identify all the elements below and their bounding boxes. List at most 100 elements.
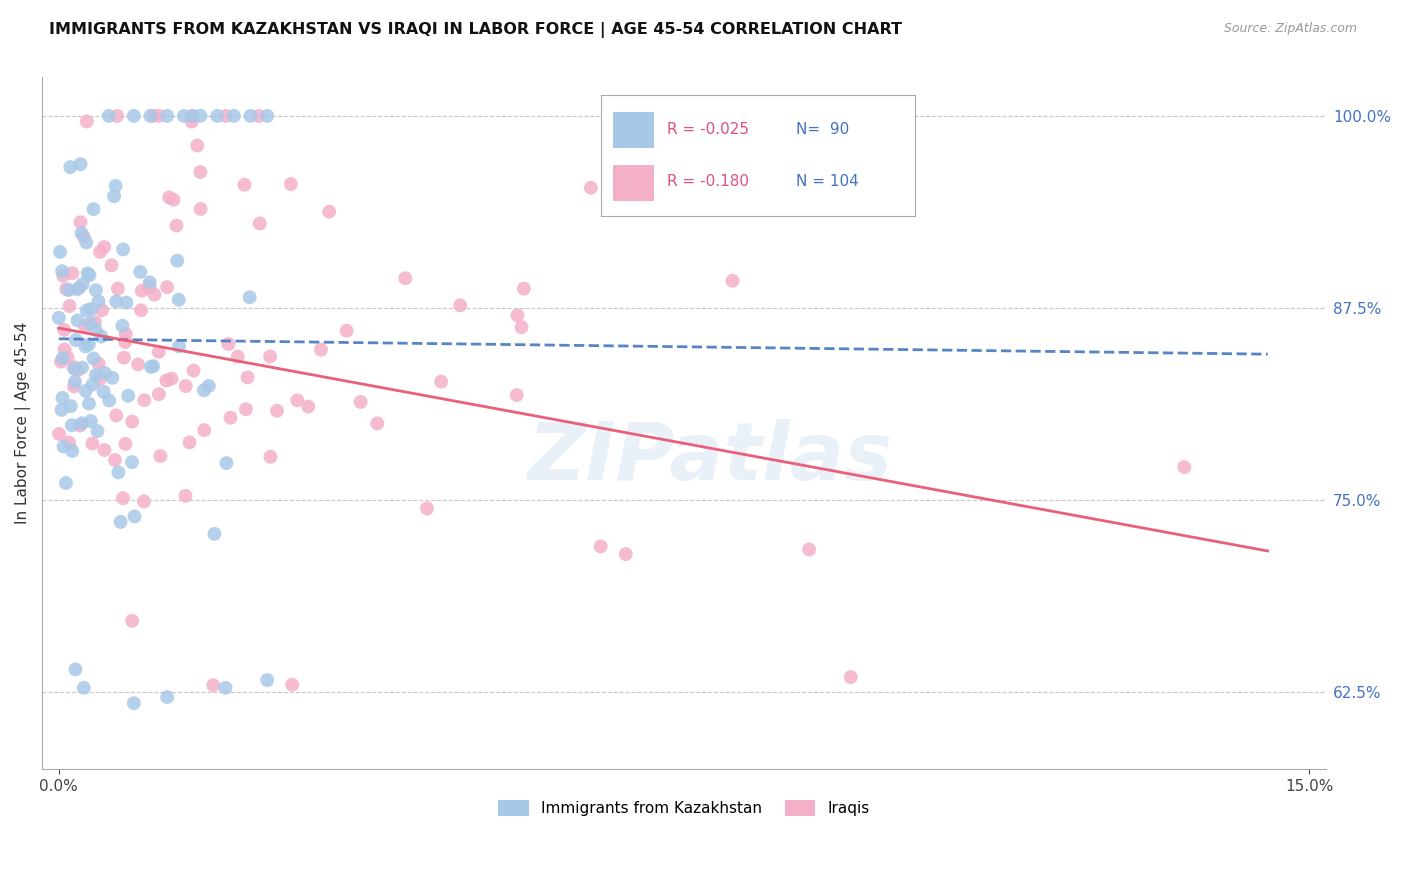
- Point: [93, 366, 115, 380]
- Point: [167, 339, 190, 353]
- Point: [114, 334, 136, 349]
- Point: [155, 374, 177, 388]
- Point: [156, 280, 179, 294]
- Point: [259, 450, 281, 464]
- Point: [193, 384, 215, 398]
- Point: [148, 344, 170, 359]
- Point: [505, 388, 527, 402]
- Point: [174, 379, 197, 393]
- Point: [222, 109, 245, 123]
- Point: [76, 114, 98, 128]
- Point: [59, 399, 82, 413]
- Point: [105, 109, 128, 123]
- Point: [75, 384, 97, 398]
- Point: [58, 299, 80, 313]
- Point: [173, 109, 195, 123]
- Point: [60, 444, 83, 458]
- Point: [98, 393, 121, 408]
- Point: [104, 453, 127, 467]
- Point: [89, 244, 111, 259]
- Point: [239, 109, 262, 123]
- Point: [82, 377, 104, 392]
- Point: [73, 229, 96, 244]
- Point: [63, 361, 86, 376]
- Point: [186, 138, 208, 153]
- Point: [52, 268, 75, 283]
- Point: [52, 351, 75, 365]
- Point: [48, 310, 70, 325]
- Point: [190, 109, 212, 123]
- Point: [76, 303, 98, 318]
- Point: [49, 354, 72, 368]
- Point: [148, 387, 170, 401]
- Point: [139, 359, 162, 374]
- Point: [55, 282, 77, 296]
- Point: [160, 372, 183, 386]
- Point: [121, 415, 143, 429]
- Point: [66, 363, 89, 377]
- Point: [142, 359, 165, 373]
- Point: [82, 436, 104, 450]
- Point: [134, 393, 156, 408]
- Point: [181, 109, 204, 123]
- Point: [127, 358, 149, 372]
- Point: [49, 244, 72, 259]
- Point: [55, 476, 77, 491]
- Point: [82, 202, 104, 217]
- Point: [101, 371, 124, 385]
- Point: [149, 449, 172, 463]
- Point: [90, 329, 112, 343]
- Point: [181, 109, 204, 123]
- Point: [239, 290, 262, 304]
- Point: [63, 375, 86, 389]
- Point: [77, 396, 100, 410]
- Point: [190, 202, 212, 216]
- Point: [236, 370, 259, 384]
- Point: [80, 414, 103, 428]
- Point: [80, 301, 103, 316]
- Point: [117, 389, 139, 403]
- Point: [58, 283, 80, 297]
- Point: [77, 337, 100, 351]
- Point: [107, 466, 129, 480]
- Point: [103, 189, 125, 203]
- Point: [110, 515, 132, 529]
- Point: [430, 375, 453, 389]
- Point: [105, 409, 128, 423]
- Point: [63, 379, 86, 393]
- Point: [156, 109, 179, 123]
- Point: [281, 678, 304, 692]
- Point: [235, 402, 257, 417]
- Point: [167, 293, 190, 307]
- Point: [204, 527, 226, 541]
- Point: [73, 318, 96, 333]
- Point: [138, 280, 160, 294]
- Point: [256, 109, 278, 123]
- Point: [62, 360, 84, 375]
- Point: [193, 423, 215, 437]
- Point: [214, 109, 236, 123]
- Point: [93, 443, 115, 458]
- Point: [66, 313, 89, 327]
- Point: [506, 309, 529, 323]
- Point: [84, 315, 107, 329]
- Point: [76, 266, 98, 280]
- Point: [93, 384, 115, 399]
- Point: [84, 323, 107, 337]
- Point: [115, 295, 138, 310]
- Point: [51, 391, 73, 405]
- Point: [87, 357, 110, 371]
- Point: [131, 284, 153, 298]
- Point: [84, 283, 107, 297]
- Text: Source: ZipAtlas.com: Source: ZipAtlas.com: [1223, 22, 1357, 36]
- Point: [73, 681, 96, 695]
- Point: [510, 320, 533, 334]
- Point: [52, 440, 75, 454]
- Point: [83, 351, 105, 366]
- Point: [107, 282, 129, 296]
- Point: [87, 294, 110, 309]
- Point: [614, 547, 637, 561]
- Point: [416, 501, 439, 516]
- Point: [205, 109, 228, 123]
- Point: [70, 417, 93, 431]
